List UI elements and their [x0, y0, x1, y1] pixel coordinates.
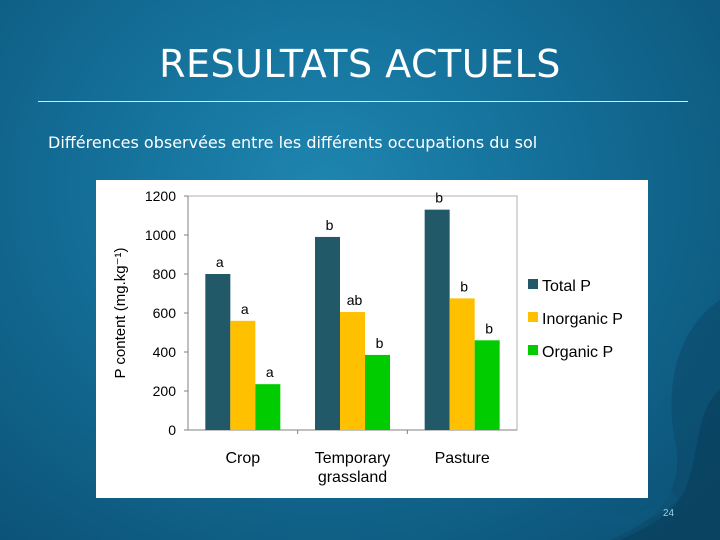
y-tick-label: 1200: [145, 188, 176, 204]
significance-label: b: [460, 278, 468, 294]
bar-total-p: [424, 209, 450, 430]
background-decoration: [526, 300, 720, 540]
page-number: 24: [663, 508, 675, 519]
bar-organic-p: [365, 354, 390, 430]
bar-chart: 0 200 400 600 800 1000 1200 P content (mg.kg⁻¹)…: [112, 188, 623, 486]
bar-inorganic-p: [449, 298, 475, 430]
bar-total-p: [205, 274, 231, 430]
y-tick-label: 400: [153, 344, 177, 360]
significance-label: b: [435, 190, 443, 206]
x-tick-label: grassland: [318, 469, 387, 486]
title-divider: [38, 101, 688, 102]
y-tick-label: 200: [153, 383, 177, 399]
significance-label: b: [376, 335, 384, 351]
y-tick-label: 0: [168, 422, 176, 438]
bar-organic-p: [255, 384, 281, 430]
significance-label: a: [216, 254, 224, 270]
y-tick-label: 600: [153, 305, 177, 321]
bar-inorganic-p: [340, 312, 365, 430]
significance-label: b: [485, 320, 493, 336]
x-tick-label: Temporary: [315, 450, 391, 467]
significance-label: a: [241, 301, 249, 317]
significance-label: ab: [347, 292, 363, 308]
y-tick-label: 1000: [145, 227, 176, 243]
bar-organic-p: [474, 340, 500, 430]
legend-swatch: [528, 312, 538, 322]
legend-label: Total P: [542, 278, 591, 295]
legend-label: Organic P: [542, 344, 613, 361]
bar-total-p: [315, 236, 340, 430]
y-tick-label: 800: [153, 266, 177, 282]
slide-title: RESULTATS ACTUELS: [159, 42, 561, 86]
y-axis-label: P content (mg.kg⁻¹): [112, 247, 129, 378]
significance-label: a: [266, 364, 274, 380]
x-tick-label: Crop: [225, 450, 260, 467]
bar-inorganic-p: [230, 320, 256, 430]
x-tick-label: Pasture: [435, 450, 490, 467]
chart-panel: 0 200 400 600 800 1000 1200 P content (mg.kg⁻¹)…: [96, 180, 648, 498]
legend-swatch: [528, 279, 538, 289]
significance-label: b: [326, 217, 334, 233]
legend-swatch: [528, 345, 538, 355]
legend-label: Inorganic P: [542, 311, 623, 328]
slide-subtitle: Différences observées entre les différen…: [48, 133, 538, 152]
